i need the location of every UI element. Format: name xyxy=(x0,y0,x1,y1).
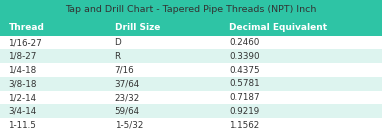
Text: 23/32: 23/32 xyxy=(115,93,140,102)
Text: 7/16: 7/16 xyxy=(115,66,134,75)
Text: D: D xyxy=(115,38,121,47)
Bar xyxy=(0,91,382,104)
Text: Tap and Drill Chart - Tapered Pipe Threads (NPT) Inch: Tap and Drill Chart - Tapered Pipe Threa… xyxy=(65,5,317,14)
Bar xyxy=(0,77,382,91)
Bar xyxy=(0,49,382,63)
Text: Decimal Equivalent: Decimal Equivalent xyxy=(229,23,327,32)
Text: 1/8-27: 1/8-27 xyxy=(8,52,37,61)
Bar xyxy=(0,63,382,77)
Text: 3/4-14: 3/4-14 xyxy=(8,107,37,116)
Text: 1/4-18: 1/4-18 xyxy=(8,66,37,75)
Text: 1-5/32: 1-5/32 xyxy=(115,121,143,130)
Text: R: R xyxy=(115,52,121,61)
Text: 0.7187: 0.7187 xyxy=(229,93,260,102)
Text: Drill Size: Drill Size xyxy=(115,23,160,32)
Text: 0.4375: 0.4375 xyxy=(229,66,260,75)
Bar xyxy=(0,19,382,36)
Bar xyxy=(0,118,382,132)
Text: Thread: Thread xyxy=(8,23,44,32)
Text: 1/2-14: 1/2-14 xyxy=(8,93,37,102)
Text: 0.9219: 0.9219 xyxy=(229,107,259,116)
Text: 37/64: 37/64 xyxy=(115,79,140,88)
Text: 1-11.5: 1-11.5 xyxy=(8,121,36,130)
Bar xyxy=(0,36,382,49)
Text: 59/64: 59/64 xyxy=(115,107,140,116)
Text: 3/8-18: 3/8-18 xyxy=(8,79,37,88)
Text: 0.2460: 0.2460 xyxy=(229,38,260,47)
Text: 1.1562: 1.1562 xyxy=(229,121,259,130)
Text: 0.5781: 0.5781 xyxy=(229,79,260,88)
Text: 0.3390: 0.3390 xyxy=(229,52,260,61)
Bar xyxy=(0,104,382,118)
Text: 1/16-27: 1/16-27 xyxy=(8,38,42,47)
